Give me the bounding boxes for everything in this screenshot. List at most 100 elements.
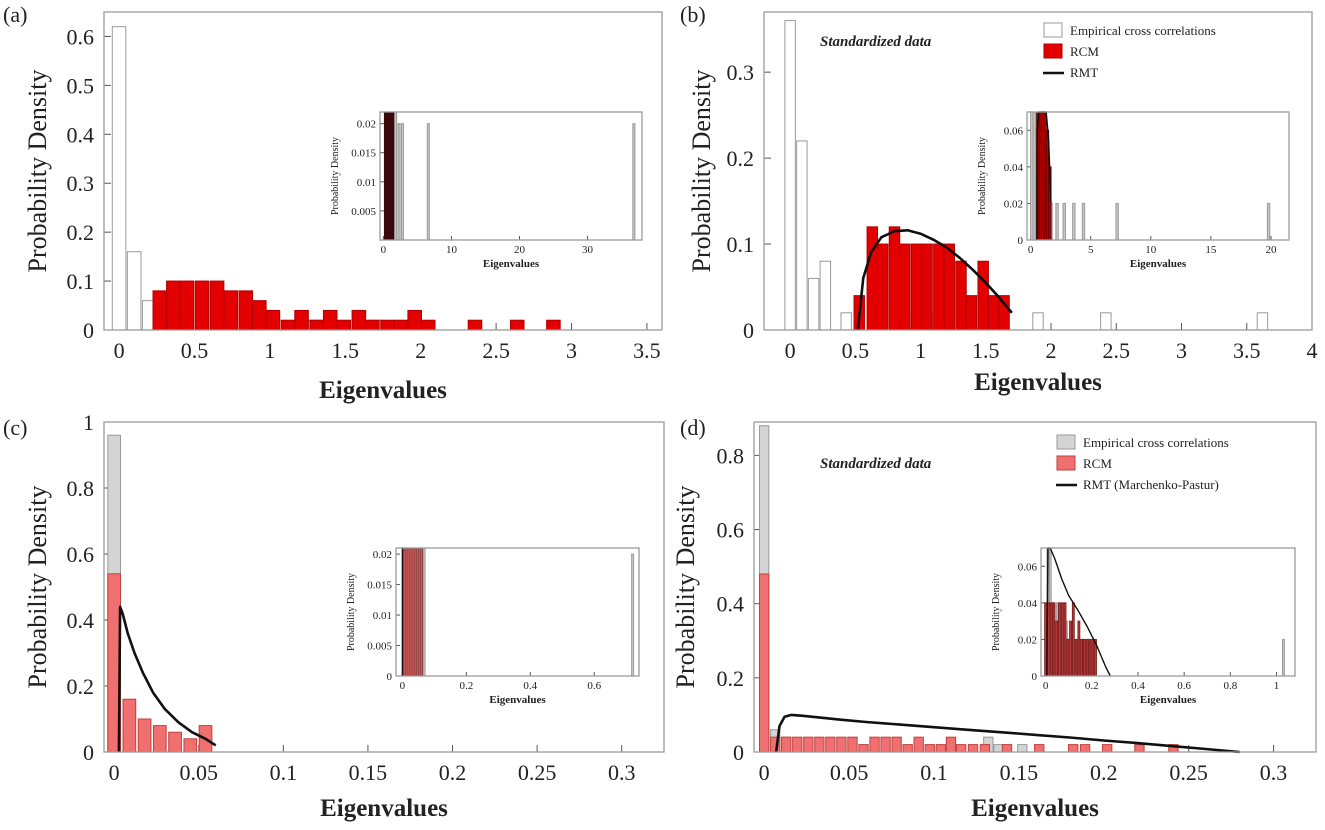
panel-c-inset-x-tick-label: 0 [400,680,406,692]
panel-d-x-axis-label: Eigenvalues [971,795,1099,822]
panel-c-bar-s1 [152,725,167,753]
panel-d-inset-bar-s1 [1071,602,1075,677]
panel-c-frame [103,421,665,753]
panel-c-bar-s1 [183,738,198,753]
panel-d-axes: 0 0.05 0.1 0.15 0.2 0.25 0.3 0 0.2 0.4 0.6 0.8 [717,421,1317,785]
panel-d-bar-s1 [1101,744,1113,753]
panel-a-bar-s1 [351,309,367,331]
panel-a-y-tick-label: 0.6 [67,24,95,49]
panel-b-inset-x-tick-label: 5 [1088,244,1094,256]
panel-d-inset-bar-s1 [1052,602,1056,677]
panel-a-bar-s0 [126,251,142,331]
panel-c-x-tick-label: 0.25 [518,760,557,785]
panel-d-bar-s1 [880,736,891,753]
panel-d-legend-swatch [1056,455,1076,471]
panel-d-y-tick-label: 0.6 [717,518,745,543]
panel-d-inset-bar-s1 [1088,638,1092,677]
panel-b-legend-swatch [1043,43,1063,59]
panel-b-inset-y-tick-label: 0.02 [1004,198,1023,210]
panel-d-inset-bar-s1 [1063,602,1067,677]
panel-d-y-axis-label: Probability Density [671,486,700,689]
panel-d-inset-bar-s1 [1060,602,1064,677]
panel-d-inset-bar-s1 [1077,620,1081,677]
panel-d-bar-s1 [979,744,991,753]
panel-d-legend-swatch [1056,434,1076,450]
panel-d-bar-s1 [1001,744,1013,753]
panel-d-bar-s1 [913,736,924,753]
panel-c-y-tick-label: 0.4 [67,608,95,633]
panel-c-bar-s1 [168,731,182,753]
panel-a-bar-s1 [509,319,525,331]
panel-d-bar-s1 [847,736,858,753]
panel-b-bar-s1 [955,260,967,331]
panel-b-x-tick-label: 1.5 [972,338,1000,363]
panel-b-label: (b) [680,2,706,27]
panel-a-bar-s1 [194,280,210,331]
panel-c-inset-y-tick-label: 0.015 [367,580,392,592]
panel-d-legend: Empirical cross correlations RCM RMT (Marc… [1056,434,1229,492]
panel-d-bar-s1 [891,736,902,753]
panel-d-bar-s1 [781,736,792,753]
panel-b-x-tick-label: 3.5 [1233,338,1261,363]
panel-d-bar-s1 [814,736,825,753]
panel-d-inset-axes: 0 0.2 0.4 0.6 0.8 1 0 0.02 0.04 0.06 [1018,547,1296,692]
panel-a-frame [103,11,663,331]
panel-d-y-tick-label: 0.4 [717,592,745,617]
panel-a-inset-y-tick-label: 0.015 [351,148,376,160]
panel-b-bar-s1 [899,243,911,331]
panel-c-x-tick-label: 0.15 [349,760,388,785]
panel-d-bar-s1 [945,736,957,753]
panel-b-bar-s1 [977,260,989,331]
panel-a-inset-axes: 0 10 20 30 0.005 0.01 0.015 0.02 [351,111,643,256]
panel-b-x-tick-label: 1 [915,338,926,363]
panel-b-inset-bar-s0 [1115,202,1119,241]
panel-b-inset-x-tick-label: 10 [1145,244,1157,256]
panel-a-x-tick-label: 2.5 [482,338,510,363]
panel-a-bar-s0 [111,26,127,331]
panel-b-legend-swatch [1043,22,1063,38]
panel-c-bar-s1 [122,698,137,753]
panel-d-inset-bar-s1 [1058,602,1061,677]
panel-b-y-axis-label: Probability Density [687,70,716,273]
panel-d-bar-s1 [792,736,803,753]
panel-b-legend-entry: Empirical cross correlations [1070,23,1216,38]
panel-b-bar-s0 [1032,312,1044,331]
panel-d-bar-s1 [759,573,770,753]
panel-d-bar-s1 [935,744,946,753]
panel-b-bar-s1 [943,243,955,331]
panel-a-bar-s1 [322,309,338,331]
panel-d-bar-s1 [1034,744,1045,753]
panel-a-y-tick-label: 0.5 [67,73,95,98]
panel-a-bar-s1 [336,319,352,331]
panel-a-y-tick-label: 0.3 [67,171,95,196]
panel-b-frame [763,11,1313,331]
panel-d-bar-s1 [1068,744,1079,753]
panel-d-inset-frame [1040,547,1296,677]
panel-b-inset-bar-s0 [1062,202,1066,241]
panel-b-bar-s0 [784,20,796,331]
panel-d-inset-bar-s0 [1282,638,1285,677]
panel-d-inset-y-tick-label: 0.02 [1018,634,1037,646]
panel-d-inset-y-tick-label: 0 [1032,671,1038,683]
panel-a-bar-s1 [467,319,483,331]
panel-a-bar-s1 [280,319,296,331]
panel-c-inset-frame [395,547,640,677]
panel-b-bar-s1 [965,295,978,331]
panel-a-inset-y-tick-label: 0.02 [357,119,376,131]
panel-a-inset-y-tick-label: 0.01 [357,177,376,189]
panel-b-bar-s1 [921,243,933,331]
panel-a-inset-bar-s1 [632,123,636,241]
panel-c-x-tick-label: 0.2 [439,760,467,785]
panel-b-annotation: Standardized data [820,34,932,50]
panel-c-inset-x-tick-label: 0.2 [459,680,473,692]
panel-c-inset-y-tick-label: 0 [387,671,393,683]
panel-d-inset-bar-s1 [1091,638,1095,677]
panel-a-inset-bar-s1 [394,111,398,241]
panel-d-bar-s1 [858,744,869,753]
panel-c-bar-s1 [137,718,152,753]
panel-d-inset-bar-s1 [1049,602,1053,677]
panel-d-inset-bar-s1 [1069,620,1072,677]
panel-a-bar-s1 [223,290,238,331]
panel-a-bar-s1 [252,300,267,331]
